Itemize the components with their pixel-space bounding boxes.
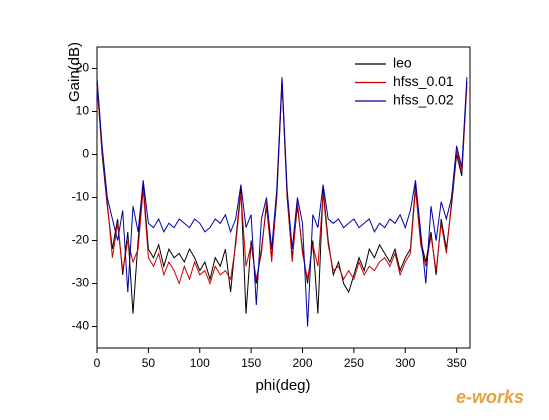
watermark: e-works <box>456 387 524 407</box>
x-tick-label: 350 <box>447 356 467 370</box>
y-tick-label: -20 <box>72 233 90 247</box>
legend-label: leo <box>393 55 412 71</box>
y-tick-label: -10 <box>72 190 90 204</box>
y-tick-label: -40 <box>72 319 90 333</box>
x-tick-label: 100 <box>190 356 210 370</box>
y-axis-label: Gain(dB) <box>66 42 83 102</box>
y-tick-label: 20 <box>76 61 90 75</box>
y-tick-label: 0 <box>82 147 89 161</box>
series-line <box>96 81 468 314</box>
y-tick-label: -30 <box>72 276 90 290</box>
legend-label: hfss_0.02 <box>393 92 454 108</box>
y-tick-label: 10 <box>76 104 90 118</box>
series-line <box>96 77 468 327</box>
x-tick-label: 300 <box>395 356 415 370</box>
x-axis-label: phi(deg) <box>255 377 310 394</box>
x-tick-label: 0 <box>94 356 101 370</box>
x-tick-label: 200 <box>292 356 312 370</box>
legend-label: hfss_0.01 <box>393 73 454 89</box>
x-tick-label: 50 <box>142 356 156 370</box>
x-tick-label: 150 <box>241 356 261 370</box>
series-line <box>96 81 468 286</box>
x-tick-label: 250 <box>344 356 364 370</box>
